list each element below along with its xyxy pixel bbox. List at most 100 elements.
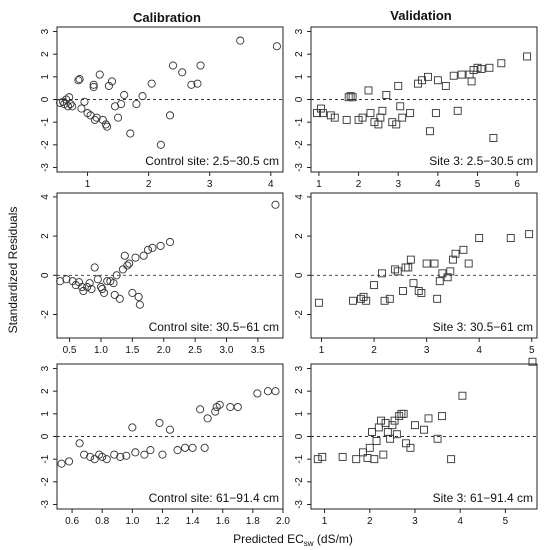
data-point: [433, 76, 442, 85]
panel-6: 1 2 3 4 5 -3 -2 -1 0 1 2 3 Site 3: 61−91.4 cm: [294, 357, 538, 527]
plot-frame: [310, 192, 538, 339]
data-point: [391, 265, 400, 274]
data-point: [411, 421, 419, 430]
data-point: [128, 288, 137, 297]
y-tick-label: 0: [40, 96, 51, 102]
y-tick-label: 2: [40, 51, 51, 57]
panel-label: Site 3: 30.5−61 cm: [433, 320, 533, 334]
data-point: [430, 259, 439, 268]
y-tick-label: -2: [294, 477, 305, 486]
data-point: [98, 115, 107, 124]
data-point: [525, 230, 534, 239]
x-tick-label: 0.5: [63, 345, 77, 356]
data-point: [187, 80, 196, 89]
data-point: [211, 407, 220, 416]
x-tick-label: 4: [268, 179, 274, 190]
data-point: [477, 64, 486, 73]
data-point: [368, 428, 376, 436]
data-point: [57, 459, 66, 468]
data-point: [326, 111, 335, 120]
y-tick-label: -1: [40, 117, 51, 126]
column-title-calibration: Calibration: [133, 10, 201, 25]
data-point: [103, 122, 112, 131]
data-point: [447, 455, 456, 464]
y-tick-label: 0: [40, 272, 51, 278]
x-tick-label: 2: [371, 345, 377, 356]
data-point: [414, 287, 423, 295]
data-point: [431, 109, 440, 118]
y-tick-label: 2: [294, 51, 305, 57]
data-point: [138, 92, 147, 101]
data-point: [382, 91, 391, 99]
panel-label: Control site: 30.5−61 cm: [149, 320, 279, 334]
data-point: [272, 42, 281, 51]
data-point: [314, 298, 323, 307]
data-point: [75, 439, 84, 448]
data-point: [318, 109, 327, 118]
data-point: [348, 93, 357, 102]
data-point: [100, 288, 109, 297]
y-tick-label: -3: [40, 163, 51, 172]
data-point: [397, 409, 406, 418]
data-point: [485, 63, 494, 72]
y-tick-label: -2: [294, 310, 305, 319]
data-point: [90, 115, 99, 124]
data-point: [364, 86, 373, 95]
data-point: [366, 109, 375, 118]
x-tick-label: 1.2: [156, 516, 170, 527]
data-point: [381, 418, 390, 427]
data-point: [271, 387, 280, 396]
data-point: [344, 93, 353, 102]
data-point: [312, 109, 321, 118]
data-point: [90, 263, 99, 272]
data-point: [370, 455, 379, 464]
x-tick-label: 6: [514, 179, 520, 190]
data-point: [156, 140, 165, 149]
data-point: [56, 277, 65, 286]
data-point: [383, 428, 392, 436]
data-point: [473, 63, 482, 72]
data-point: [109, 279, 118, 288]
y-tick-label: 1: [40, 74, 51, 80]
x-tick-label: 3: [395, 179, 401, 190]
panel-label: Site 3: 61−91.4 cm: [433, 491, 533, 505]
data-point: [422, 259, 431, 268]
data-point: [378, 269, 386, 278]
x-tick-label: 2: [146, 179, 152, 190]
data-point: [370, 118, 379, 127]
data-point: [394, 81, 403, 90]
data-point: [420, 425, 428, 434]
data-point: [102, 455, 111, 464]
x-tick-label: 5: [475, 179, 481, 190]
data-point: [178, 68, 187, 77]
data-point: [78, 283, 87, 292]
x-tick-label: 3.5: [251, 345, 265, 356]
panel-label: Control site: 2.5−30.5 cm: [145, 154, 279, 168]
panel-4: 1 2 3 4 5 -2 0 2 4 Site 3: 30.5−61 cm: [294, 192, 538, 356]
x-tick-label: 0.6: [65, 516, 79, 527]
data-point: [469, 66, 478, 74]
panel-1: 1 2 3 4 -3 -2 -1 0 1 2 3 Control site: 2.5−30.5 cm: [40, 26, 284, 190]
y-tick-label: -2: [40, 140, 51, 149]
data-point: [125, 259, 134, 268]
data-point: [398, 113, 407, 122]
x-tick-label: 1.4: [186, 516, 200, 527]
data-point: [83, 283, 92, 292]
data-point: [392, 430, 401, 439]
x-axis-title: Predicted ECsw (dS/m): [233, 532, 353, 548]
data-point: [139, 251, 148, 260]
y-tick-label: 0: [294, 433, 305, 439]
data-point: [86, 452, 95, 461]
data-point: [131, 253, 140, 262]
data-point: [359, 448, 367, 457]
data-point: [120, 90, 129, 100]
data-point: [446, 267, 455, 276]
x-tick-label: 4: [476, 345, 482, 356]
data-point: [438, 412, 447, 421]
y-tick-label: -1: [294, 454, 305, 463]
x-tick-label: 2.0: [157, 345, 171, 356]
data-point: [342, 115, 351, 124]
data-point: [392, 120, 401, 129]
data-point: [425, 127, 434, 136]
data-point: [424, 72, 432, 81]
